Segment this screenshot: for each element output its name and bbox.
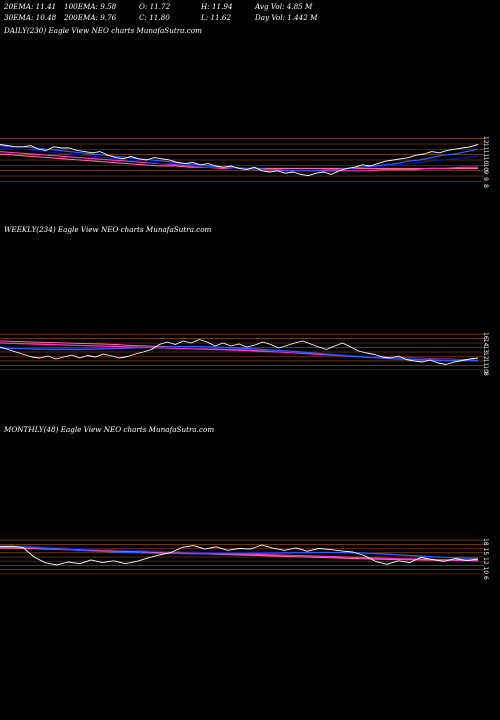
stats-header: 20EMA: 11.41 100EMA: 9.58 O: 11.72 H: 11.94…: [4, 2, 317, 23]
monthly-price-line: [0, 544, 479, 566]
stat-close: C: 11.80: [139, 12, 170, 22]
weekly-tick-label: 14: [482, 339, 489, 347]
monthly-ema20-line: [0, 545, 479, 560]
stats-row-2: 30EMA: 10.48 200EMA: 9.76 C: 11.80 L: 11.62…: [4, 13, 317, 24]
stat-day-vol: Day Vol: 1.442 M: [255, 12, 318, 22]
daily-price-line: [0, 143, 479, 177]
monthly-chart-title: MONTHLY(48) Eagle View NEO charts Munafa…: [4, 425, 215, 434]
weekly-tick-label: 13: [482, 345, 489, 353]
stat-low: L: 11.62: [201, 12, 232, 22]
daily-ema20-line: [0, 145, 479, 172]
daily-tick-label: 9: [482, 177, 489, 181]
stat-200ema: 200EMA: 9.76: [64, 12, 117, 22]
stat-high: H: 11.94: [201, 2, 233, 11]
monthly-tick-label: 10: [482, 567, 489, 575]
monthly-tick-label: 12: [482, 557, 489, 565]
weekly-tick-label: 11: [482, 359, 489, 367]
daily-tick-label: 12: [482, 136, 489, 144]
monthly-ema30-line: [0, 544, 479, 559]
stat-20ema: 20EMA: 11.41: [4, 2, 57, 11]
weekly-chart-title: WEEKLY(234) Eagle View NEO charts Munafa…: [4, 225, 212, 234]
monthly-tick-label: 6: [482, 576, 489, 580]
weekly-tick-label: 10: [482, 365, 489, 373]
daily-chart-title: DAILY(230) Eagle View NEO charts MunafaS…: [4, 26, 202, 35]
monthly-tick-label: 18: [482, 538, 489, 546]
weekly-ema20-line: [0, 345, 478, 362]
stat-avg-vol: Avg Vol: 4.85 M: [255, 2, 313, 11]
weekly-tick-label: 8: [482, 372, 489, 376]
daily-tick-label: 10: [482, 163, 489, 171]
daily-tick-label: 9: [482, 170, 489, 174]
daily-tick-label: 10: [482, 157, 489, 165]
weekly-tick-label: 16: [482, 332, 489, 340]
weekly-ema30-line: [0, 346, 478, 361]
weekly-price-line: [0, 339, 479, 365]
stat-30ema: 30EMA: 10.48: [4, 12, 57, 22]
monthly-tick-label: 15: [482, 548, 489, 556]
stat-open: O: 11.72: [139, 2, 171, 11]
weekly-tick-label: 12: [482, 352, 489, 360]
daily-tick-label: 11: [482, 150, 489, 158]
stat-100ema: 100EMA: 9.58: [64, 2, 117, 11]
stats-row-1: 20EMA: 11.41 100EMA: 9.58 O: 11.72 H: 11.94…: [4, 2, 317, 13]
daily-tick-label: 11: [482, 143, 489, 151]
daily-tick-label: 8: [482, 184, 489, 188]
